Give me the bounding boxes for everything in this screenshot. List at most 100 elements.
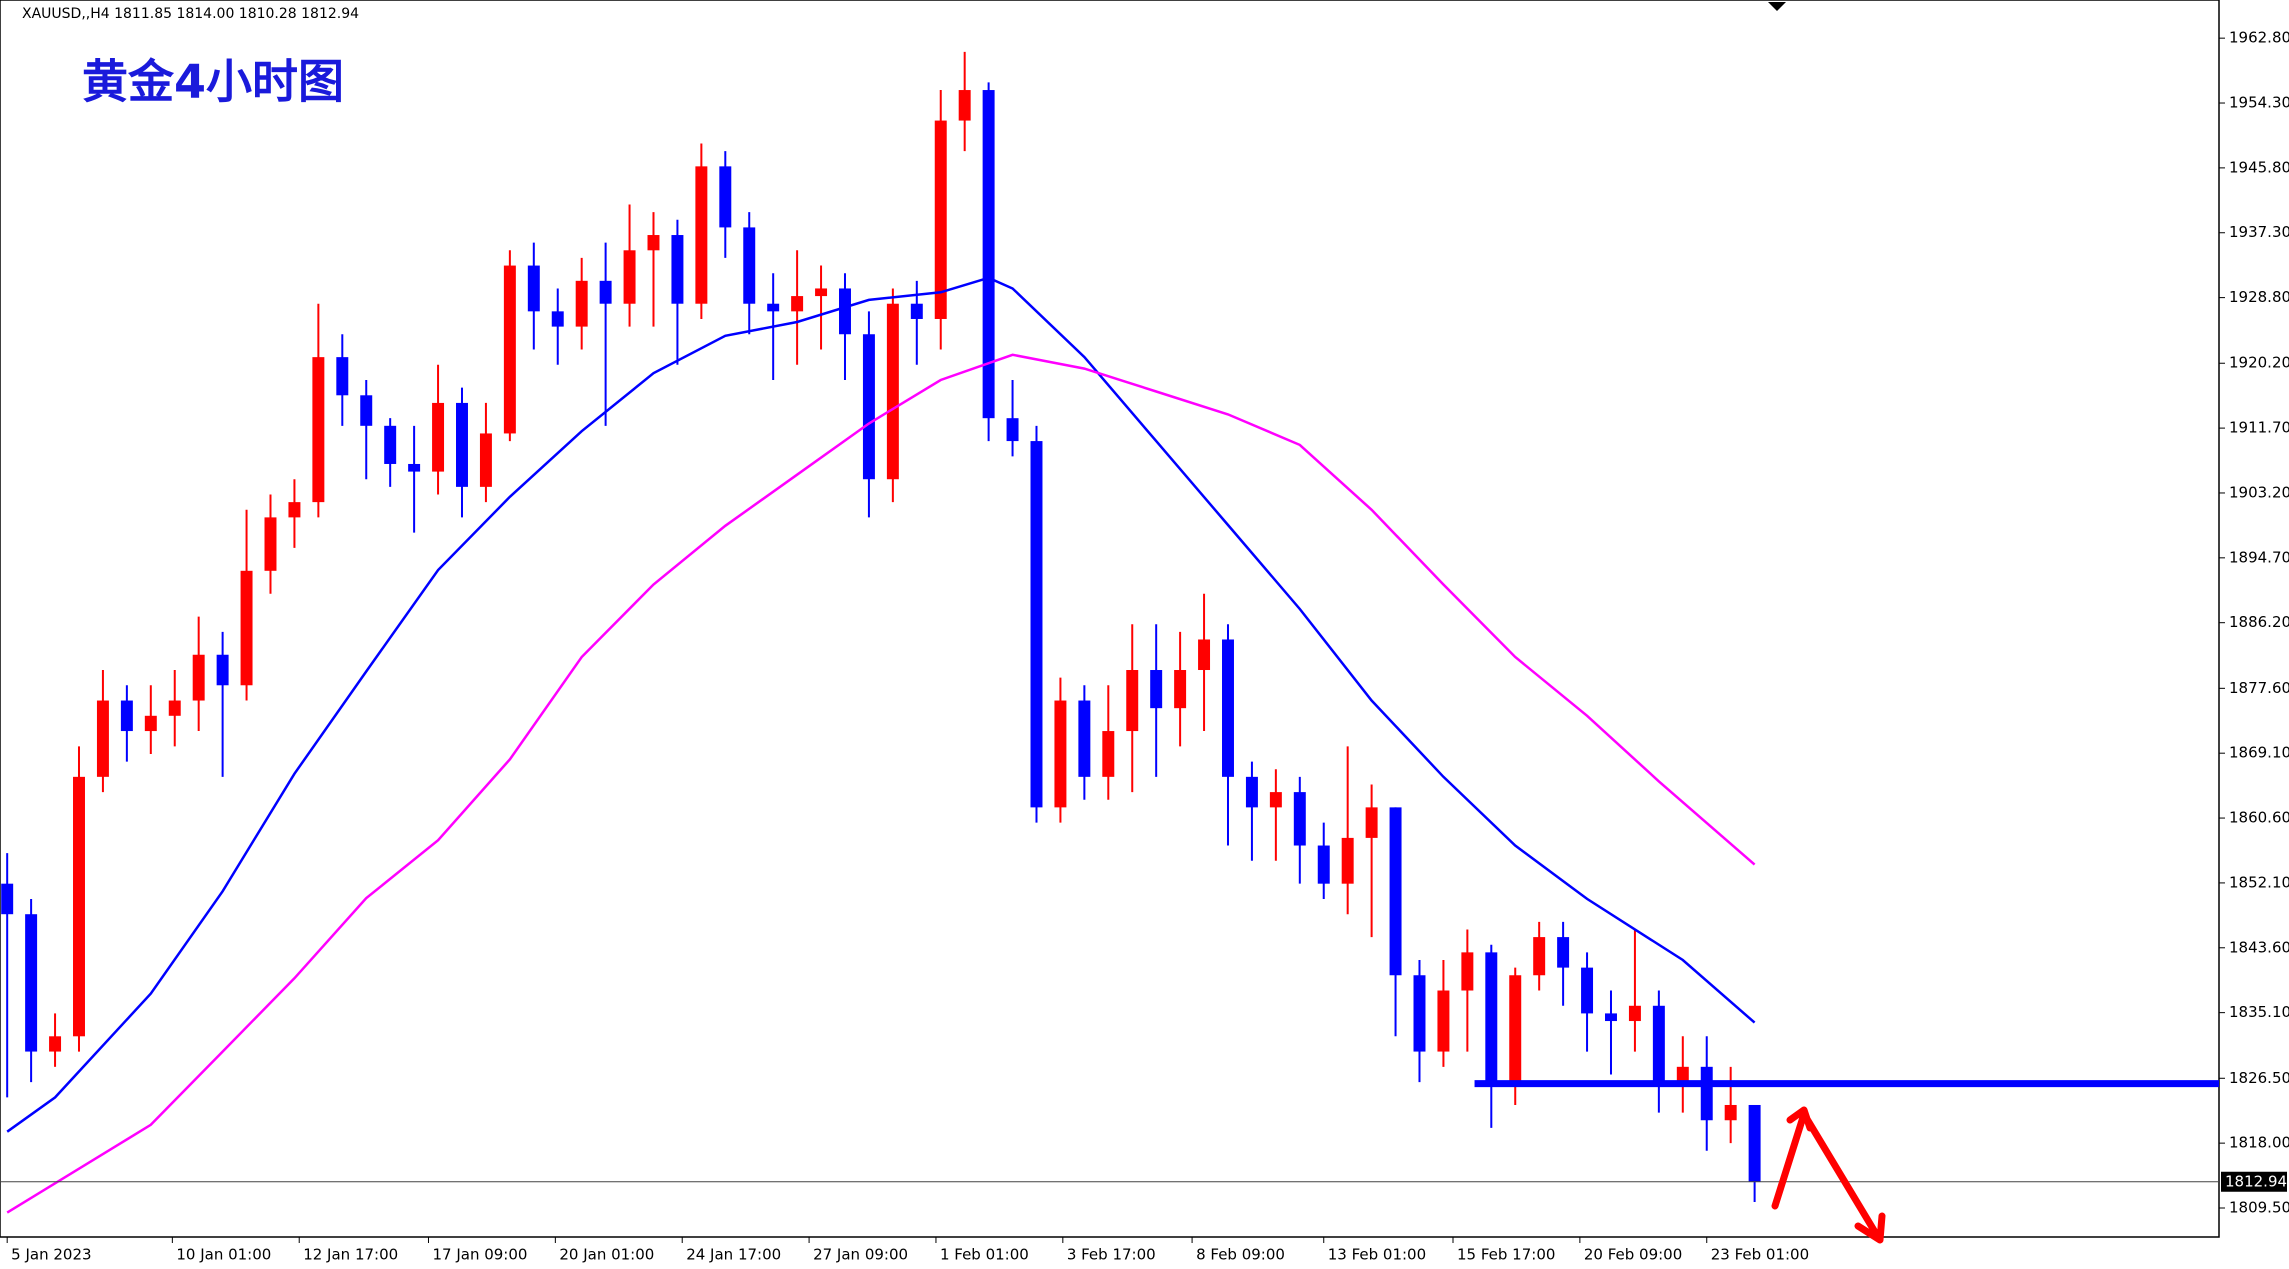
candle-body (192, 654, 205, 701)
y-tick-label: 1937.30 (2229, 223, 2289, 241)
x-tick-label: 24 Jan 17:00 (686, 1246, 781, 1264)
candle-body (1676, 1066, 1689, 1083)
candle-body (1198, 639, 1211, 671)
price-label-box (2221, 1171, 2287, 1192)
y-tick-label: 1877.60 (2229, 679, 2289, 697)
candle-body (1628, 1005, 1641, 1022)
x-tick-label: 3 Feb 17:00 (1067, 1246, 1156, 1264)
candle-body (1269, 792, 1282, 808)
candle-body (886, 303, 899, 480)
y-tick-label: 1903.20 (2229, 483, 2289, 501)
x-tick-label: 13 Feb 01:00 (1328, 1246, 1426, 1264)
x-tick-label: 15 Feb 17:00 (1457, 1246, 1555, 1264)
candle-body (599, 280, 612, 304)
candle-body (982, 90, 995, 419)
plot-frame (0, 0, 2220, 1238)
candle-body (144, 715, 157, 732)
shift-marker (1768, 2, 1786, 11)
y-tick-label: 1869.10 (2229, 744, 2289, 762)
x-tick-label: 8 Feb 09:00 (1196, 1246, 1285, 1264)
y-tick-label: 1835.10 (2229, 1003, 2289, 1021)
candle-body (719, 166, 732, 228)
candle-body (1174, 670, 1187, 709)
candle-body (240, 570, 253, 686)
candle-body (791, 296, 804, 312)
candle-body (1054, 700, 1067, 808)
candle-body (1724, 1104, 1737, 1121)
moving-average (6, 276, 1756, 1133)
candle-body (1533, 937, 1546, 976)
y-tick-label: 1843.60 (2229, 938, 2289, 956)
forecast-arrow (1771, 1106, 1886, 1244)
candle-body (432, 402, 445, 472)
y-tick-label: 1809.50 (2229, 1199, 2289, 1217)
x-tick-label: 1 Feb 01:00 (940, 1246, 1029, 1264)
candle-body (96, 700, 109, 777)
x-tick-label: 27 Jan 09:00 (813, 1246, 908, 1264)
candle-body (479, 433, 492, 487)
candle-body (288, 502, 301, 518)
candle-body (1389, 807, 1402, 976)
candle-body (910, 303, 923, 319)
candle-body (1365, 807, 1378, 838)
candle-body (1605, 1013, 1617, 1022)
candle-body (1030, 441, 1043, 808)
candle-body (1341, 837, 1354, 884)
candle-body (862, 334, 875, 480)
candle-body (695, 166, 708, 304)
candle-body (312, 357, 325, 503)
x-tick-label: 23 Feb 01:00 (1711, 1246, 1809, 1264)
candle-body (623, 250, 636, 304)
y-tick-label: 1894.70 (2229, 548, 2289, 566)
candle-body (839, 288, 851, 335)
candle-body (1006, 418, 1019, 442)
candle-body (1222, 639, 1234, 777)
candle-body (456, 402, 468, 487)
y-tick-label: 1852.10 (2229, 873, 2289, 891)
y-tick-label: 1886.20 (2229, 613, 2289, 631)
x-tick-label: 5 Jan 2023 (11, 1246, 91, 1264)
candle-body (1509, 975, 1522, 1083)
candle-body (1293, 792, 1306, 846)
y-tick-label: 1945.80 (2229, 158, 2289, 176)
y-tick-label: 1954.30 (2229, 94, 2289, 112)
candle-body (25, 914, 38, 1052)
y-tick-label: 1920.20 (2229, 354, 2289, 372)
candle-body (1437, 990, 1450, 1052)
candle-body (1126, 670, 1139, 732)
candle-body (1557, 937, 1570, 968)
moving-average (6, 353, 1756, 1214)
candle-body (120, 700, 133, 732)
candle-body (336, 357, 349, 396)
price-label: 1812.94 (2225, 1172, 2287, 1190)
candle-body (767, 303, 780, 312)
candle-body (1317, 845, 1330, 884)
candle-body (958, 90, 971, 121)
candle-body (73, 776, 85, 1037)
candle-body (1485, 952, 1498, 1083)
candle-body (168, 700, 181, 716)
candle-body (1102, 731, 1115, 777)
y-tick-label: 1818.00 (2229, 1134, 2289, 1152)
candle-body (1150, 670, 1163, 709)
y-tick-label: 1911.70 (2229, 419, 2289, 437)
y-tick-label: 1860.60 (2229, 809, 2289, 827)
candle-body (1461, 952, 1474, 991)
candle-body (1581, 967, 1594, 1014)
candle-body (647, 235, 660, 251)
candle-body (1245, 776, 1258, 808)
candle-body (360, 395, 373, 426)
candle-body (264, 517, 277, 571)
candle-body (408, 463, 421, 472)
candle-body (1652, 1005, 1665, 1083)
y-tick-label: 1962.80 (2229, 29, 2289, 47)
candle-body (384, 425, 397, 464)
candle-body (49, 1036, 62, 1052)
candle-body (1413, 975, 1426, 1052)
header: XAUUSD,,H4 1811.85 1814.00 1810.28 1812.… (22, 6, 359, 22)
x-tick-label: 12 Jan 17:00 (303, 1246, 398, 1264)
y-tick-label: 1928.80 (2229, 288, 2289, 306)
candle-body (934, 120, 947, 319)
